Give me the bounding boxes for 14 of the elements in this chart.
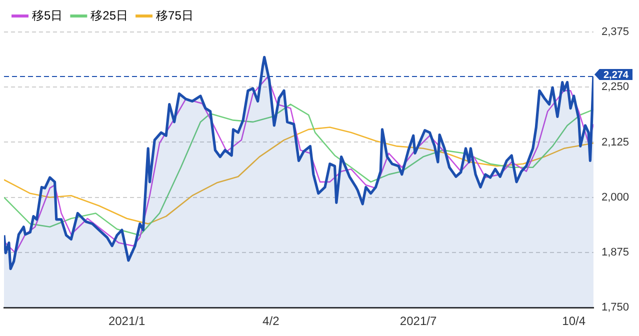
legend-label: 移75日	[156, 8, 194, 22]
legend-label: 移25日	[90, 8, 128, 22]
y-tick-label: 2,125	[601, 136, 630, 148]
x-tick-label: 2021/1	[108, 314, 146, 328]
y-tick-label: 2,375	[601, 26, 630, 38]
x-tick-label: 2021/7	[400, 314, 437, 328]
x-tick-label: 10/4	[562, 314, 586, 328]
x-tick-label: 4/2	[262, 314, 280, 328]
y-tick-label: 2,000	[601, 191, 630, 204]
y-tick-label: 2,250	[601, 81, 630, 94]
y-tick-label: 1,875	[601, 246, 630, 259]
ref-line-label: 2,274	[603, 70, 629, 81]
y-tick-label: 1,750	[601, 302, 630, 314]
legend-label: 移5日	[32, 8, 63, 22]
